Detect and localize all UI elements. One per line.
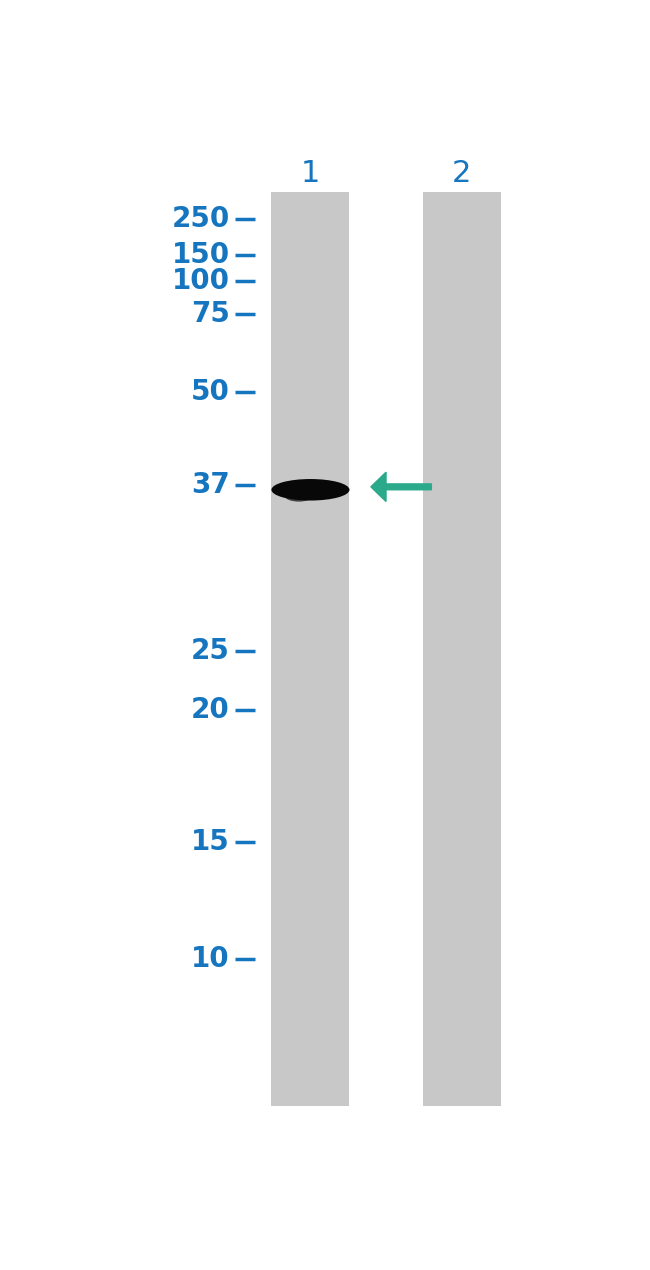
Text: 2: 2	[452, 160, 471, 188]
Text: 150: 150	[172, 241, 230, 269]
Text: 75: 75	[191, 300, 230, 328]
Text: 250: 250	[172, 204, 230, 232]
Bar	[272, 192, 350, 1106]
Text: 37: 37	[191, 471, 230, 499]
Bar	[422, 192, 500, 1106]
Text: 100: 100	[172, 268, 230, 296]
FancyArrow shape	[371, 472, 432, 502]
Ellipse shape	[272, 479, 350, 500]
Text: 1: 1	[301, 160, 320, 188]
Text: 25: 25	[191, 638, 230, 665]
Ellipse shape	[285, 490, 313, 502]
Text: 15: 15	[191, 828, 230, 856]
Text: 10: 10	[191, 945, 230, 973]
Text: 20: 20	[191, 696, 230, 724]
Text: 50: 50	[191, 378, 230, 406]
